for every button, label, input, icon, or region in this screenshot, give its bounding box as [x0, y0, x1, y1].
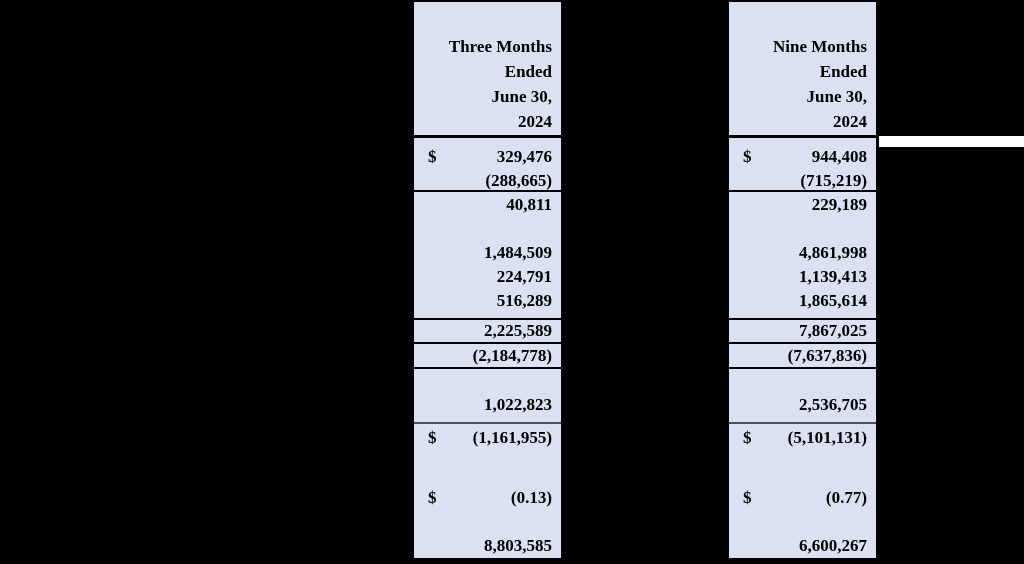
row-divider	[729, 318, 876, 320]
column-header-line: June 30,	[806, 87, 867, 106]
cell-value: 8,803,585	[484, 536, 552, 555]
table-row: $ (0.77)	[729, 485, 876, 510]
cell-value: (0.13)	[510, 488, 552, 507]
cell-value: 944,408	[811, 147, 867, 166]
subtotal-divider	[729, 422, 876, 424]
table-row: 1,865,614	[729, 289, 876, 313]
table-row: (2,184,778)	[414, 344, 561, 367]
column-header-line: Ended	[504, 62, 552, 81]
cell-value: 2,536,705	[799, 395, 867, 414]
cell-value: (0.77)	[825, 488, 867, 507]
table-row: $ (5,101,131)	[729, 425, 876, 451]
table-row: $ (0.13)	[414, 485, 561, 510]
column-header-line: Three Months	[448, 37, 552, 56]
row-divider	[414, 190, 561, 192]
cell-value: (2,184,778)	[472, 346, 552, 365]
table-row: 7,867,025	[729, 320, 876, 342]
table-row: (715,219)	[729, 168, 876, 194]
table-row: (7,637,836)	[729, 344, 876, 367]
table-row: 2,536,705	[729, 393, 876, 417]
cell-value: 7,867,025	[799, 321, 867, 340]
cell-value: 1,022,823	[484, 395, 552, 414]
currency-symbol: $	[428, 428, 437, 447]
cell-value: 224,791	[496, 267, 552, 286]
currency-symbol: $	[743, 428, 752, 447]
row-divider	[414, 367, 561, 369]
table-row: (288,665)	[414, 168, 561, 194]
cell-value: 2,225,589	[484, 321, 552, 340]
cell-value: (1,161,955)	[472, 428, 552, 447]
cell-value: (288,665)	[485, 171, 552, 190]
table-row: 229,189	[729, 193, 876, 217]
currency-symbol: $	[743, 488, 752, 507]
table-row: $944,408	[729, 144, 876, 170]
cell-value: 1,139,413	[799, 267, 867, 286]
row-divider	[729, 367, 876, 369]
period-column-three-months: Three Months Ended June 30, 2024 $329,476 (28…	[414, 2, 561, 558]
column-header-line: Ended	[819, 62, 867, 81]
period-column-nine-months: Nine Months Ended June 30, 2024 $944,408 (715…	[729, 2, 876, 558]
table-row: 2,225,589	[414, 320, 561, 342]
table-row: 8,803,585	[414, 533, 561, 558]
table-row: $329,476	[414, 144, 561, 170]
column-header-line: 2024	[518, 112, 552, 131]
cell-value: 6,600,267	[799, 536, 867, 555]
row-divider	[414, 318, 561, 320]
currency-symbol: $	[428, 488, 437, 507]
column-header-three-months: Three Months Ended June 30, 2024	[414, 34, 561, 134]
row-divider	[414, 135, 561, 138]
column-header-line: 2024	[833, 112, 867, 131]
row-divider	[729, 342, 876, 344]
table-row: 1,484,509	[414, 241, 561, 265]
column-header-line: June 30,	[491, 87, 552, 106]
cell-value: (7,637,836)	[787, 346, 867, 365]
cell-value: (5,101,131)	[787, 428, 867, 447]
row-divider	[729, 135, 876, 138]
table-row: 40,811	[414, 193, 561, 217]
highlight-bar	[879, 136, 1024, 147]
table-row: 516,289	[414, 289, 561, 313]
cell-value: 516,289	[496, 291, 552, 310]
currency-symbol: $	[428, 147, 437, 166]
subtotal-divider	[414, 422, 561, 424]
cell-value: 329,476	[496, 147, 552, 166]
table-row: $ (1,161,955)	[414, 425, 561, 451]
table-row: 4,861,998	[729, 241, 876, 265]
currency-symbol: $	[743, 147, 752, 166]
cell-value: (715,219)	[800, 171, 867, 190]
column-header-line: Nine Months	[773, 37, 867, 56]
cell-value: 1,484,509	[484, 243, 552, 262]
cell-value: 229,189	[811, 195, 867, 214]
row-divider	[729, 190, 876, 192]
cell-value: 1,865,614	[799, 291, 867, 310]
table-row: 1,139,413	[729, 265, 876, 289]
row-divider	[414, 342, 561, 344]
table-row: 224,791	[414, 265, 561, 289]
table-row: 6,600,267	[729, 533, 876, 558]
column-header-nine-months: Nine Months Ended June 30, 2024	[729, 34, 876, 134]
table-row: 1,022,823	[414, 393, 561, 417]
cell-value: 40,811	[506, 195, 552, 214]
cell-value: 4,861,998	[799, 243, 867, 262]
